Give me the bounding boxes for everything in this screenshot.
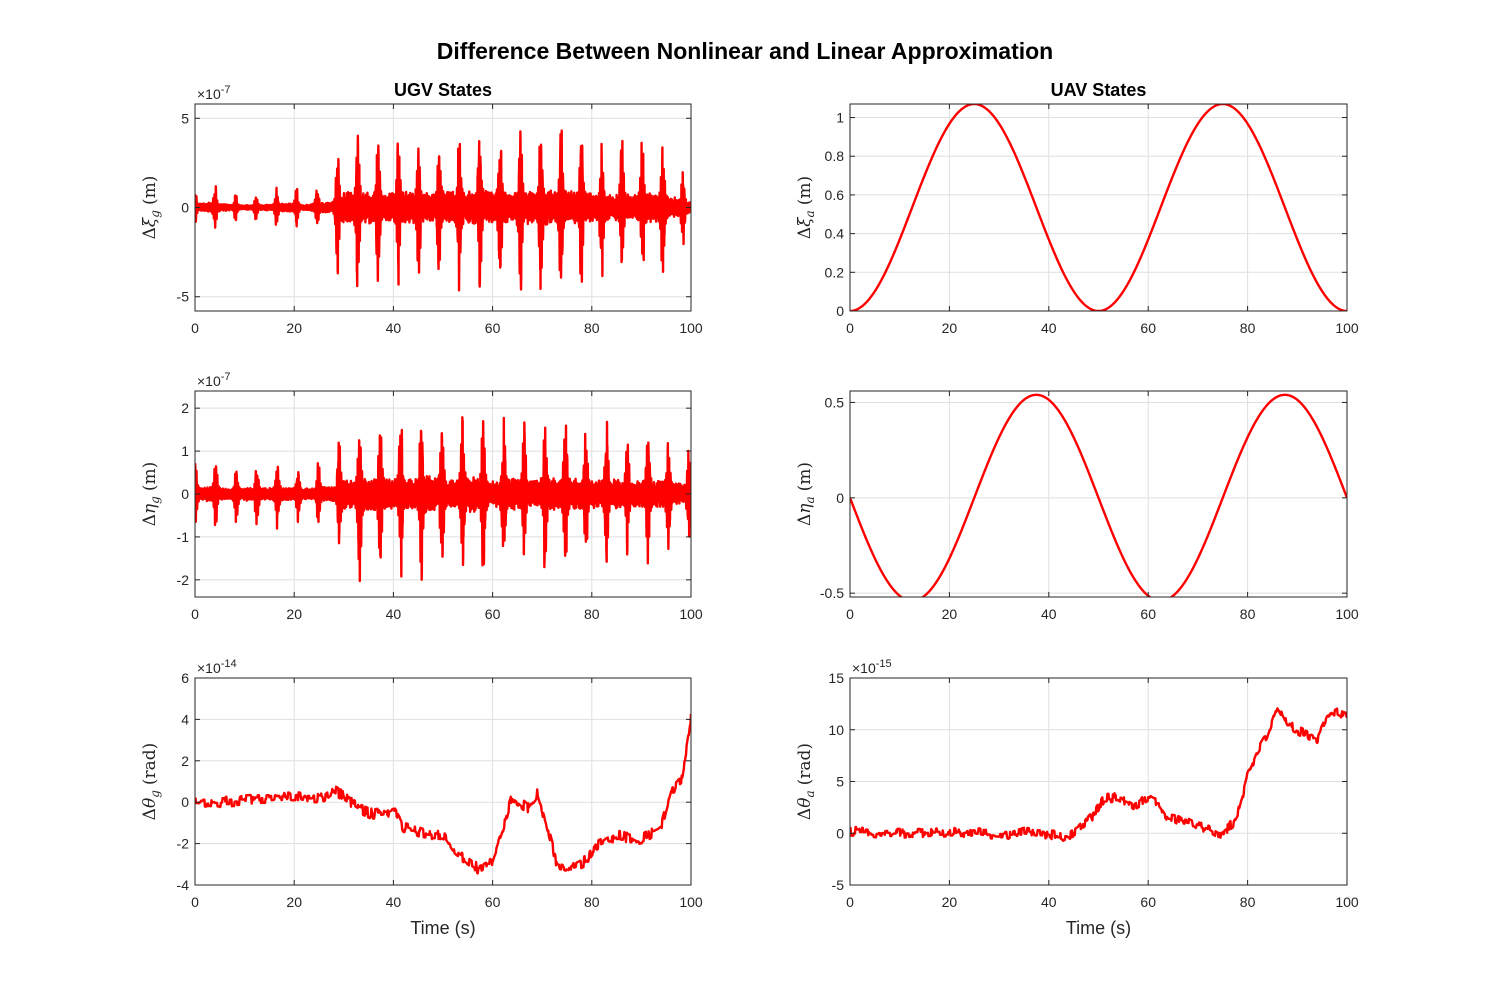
y-tick-label: -5 <box>832 877 845 893</box>
y-tick-label: -1 <box>177 529 190 545</box>
x-tick-label: 20 <box>942 606 958 622</box>
y-axis-label: Δηa(m) <box>795 462 817 526</box>
x-tick-label: 0 <box>191 894 199 910</box>
y-tick-label: 0 <box>836 303 844 319</box>
y-tick-label: 0 <box>181 794 189 810</box>
x-tick-label: 80 <box>1240 894 1256 910</box>
axes-box <box>849 103 1348 312</box>
x-tick-label: 60 <box>485 894 501 910</box>
x-axis-label: Time (s) <box>410 918 475 938</box>
y-tick-label: 10 <box>828 722 844 738</box>
x-tick-label: 100 <box>679 894 703 910</box>
x-tick-label: 40 <box>386 606 402 622</box>
x-axis-label: Time (s) <box>1066 918 1131 938</box>
x-tick-label: 60 <box>1140 320 1156 336</box>
x-tick-label: 100 <box>679 606 703 622</box>
y-tick-label: -2 <box>177 836 190 852</box>
series-line-ugv-xi <box>195 129 691 292</box>
plot-area <box>850 391 1347 597</box>
x-tick-label: 100 <box>1335 894 1359 910</box>
axes-box <box>849 390 1348 598</box>
plot-area <box>195 678 691 885</box>
x-tick-label: 40 <box>1041 606 1057 622</box>
x-tick-label: 80 <box>584 606 600 622</box>
x-tick-label: 100 <box>679 320 703 336</box>
y-tick-label: 0 <box>836 825 844 841</box>
axis-exponent: ×10-14 <box>197 658 237 676</box>
x-tick-label: 60 <box>485 320 501 336</box>
y-tick-label: -4 <box>177 877 190 893</box>
y-tick-label: 1 <box>181 443 189 459</box>
y-tick-label: 5 <box>836 774 844 790</box>
y-tick-label: 1 <box>836 110 844 126</box>
y-tick-label: 0.5 <box>825 394 845 410</box>
x-tick-label: 100 <box>1335 320 1359 336</box>
y-tick-label: 2 <box>181 400 189 416</box>
axis-exponent: ×10-7 <box>197 84 231 102</box>
axis-exponent: ×10-15 <box>852 658 892 676</box>
x-tick-label: 0 <box>846 320 854 336</box>
series-line-uav-theta <box>850 707 1347 842</box>
x-tick-label: 20 <box>942 894 958 910</box>
subplot-uav-xi: 0 20 40 60 80 100 0 0.2 0.4 0.6 0.8 1 UAV States Δξa(… <box>795 80 1359 336</box>
subplot-title: UGV States <box>394 80 492 100</box>
x-tick-label: 40 <box>386 320 402 336</box>
x-tick-label: 20 <box>286 894 302 910</box>
x-tick-label: 20 <box>286 606 302 622</box>
y-tick-label: 5 <box>181 110 189 126</box>
x-tick-label: 0 <box>846 894 854 910</box>
series-line-uav-xi <box>850 104 1347 311</box>
y-tick-label: -5 <box>177 289 190 305</box>
y-tick-label: 15 <box>828 670 844 686</box>
x-tick-label: 60 <box>485 606 501 622</box>
x-tick-label: 40 <box>386 894 402 910</box>
y-axis-label: Δθg(rad) <box>140 743 162 821</box>
x-tick-label: 40 <box>1041 320 1057 336</box>
x-tick-label: 20 <box>286 320 302 336</box>
y-tick-label: 0.8 <box>825 148 845 164</box>
axis-exponent: ×10-7 <box>197 371 231 389</box>
y-tick-label: 4 <box>181 711 189 727</box>
x-tick-label: 0 <box>191 606 199 622</box>
x-tick-label: 0 <box>191 320 199 336</box>
plot-area <box>850 104 1347 311</box>
series-line-ugv-eta <box>195 416 691 583</box>
subplot-ugv-eta: 0 20 40 60 80 100 -2 -1 0 1 2 ×10-7 Δηg(m) <box>140 371 703 622</box>
series-line-uav-eta <box>850 393 1347 597</box>
subplot-ugv-theta: 0 20 40 60 80 100 -4 -2 0 2 4 6 ×10-14 Time (s) Δθg(ra… <box>140 658 703 938</box>
x-tick-label: 60 <box>1140 894 1156 910</box>
x-tick-label: 100 <box>1335 606 1359 622</box>
y-axis-label: Δηg(m) <box>140 462 162 527</box>
x-tick-label: 60 <box>1140 606 1156 622</box>
y-tick-label: 2 <box>181 753 189 769</box>
y-tick-label: 6 <box>181 670 189 686</box>
y-axis-label: Δξa(m) <box>795 176 817 239</box>
series-line-ugv-theta <box>195 713 691 875</box>
axes-box <box>194 677 692 886</box>
x-tick-label: 80 <box>1240 320 1256 336</box>
y-tick-label: 0 <box>181 200 189 216</box>
x-tick-label: 20 <box>942 320 958 336</box>
y-tick-label: 0.6 <box>825 187 845 203</box>
x-tick-label: 40 <box>1041 894 1057 910</box>
y-tick-label: 0 <box>181 486 189 502</box>
y-tick-label: 0.4 <box>825 226 845 242</box>
figure-title: Difference Between Nonlinear and Linear … <box>437 38 1053 64</box>
y-tick-label: -0.5 <box>820 585 844 601</box>
y-axis-label: Δξg(m) <box>140 176 162 240</box>
y-tick-label: 0.2 <box>825 264 845 280</box>
y-tick-label: 0 <box>836 490 844 506</box>
x-tick-label: 0 <box>846 606 854 622</box>
y-axis-label: Δθa(rad) <box>795 743 817 820</box>
subplot-title: UAV States <box>1051 80 1147 100</box>
x-tick-label: 80 <box>1240 606 1256 622</box>
x-tick-label: 80 <box>584 894 600 910</box>
y-tick-label: -2 <box>177 572 190 588</box>
x-tick-label: 80 <box>584 320 600 336</box>
